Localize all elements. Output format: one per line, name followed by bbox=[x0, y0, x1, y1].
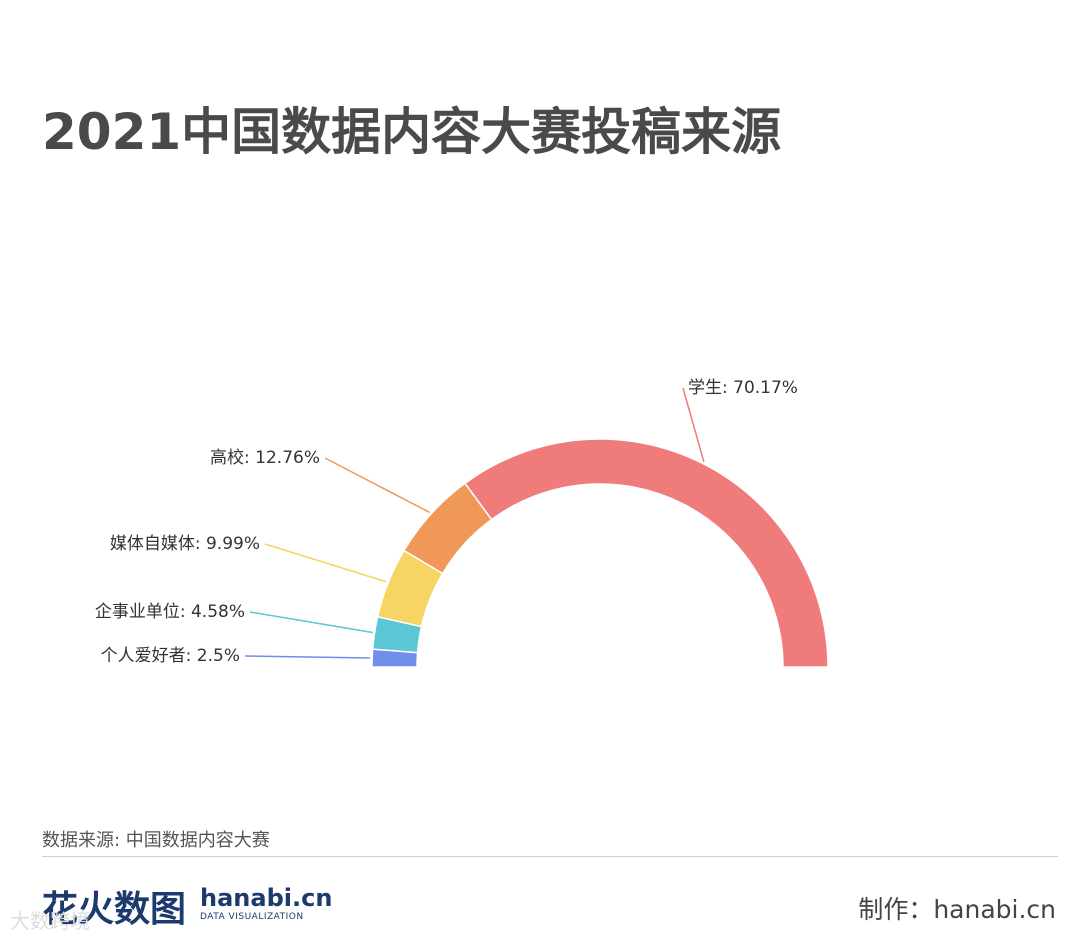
logo-english-text: hanabi.cn bbox=[200, 884, 333, 912]
leader-line-媒体自媒体 bbox=[264, 543, 387, 583]
maker-credit: 制作：hanabi.cn bbox=[858, 895, 1056, 924]
slice-label-企事业单位: 企事业单位: 4.58% bbox=[95, 602, 245, 622]
logo-chinese-text: 花火数图 bbox=[42, 889, 187, 930]
footer-divider bbox=[42, 856, 1058, 857]
leader-line-个人爱好者 bbox=[244, 655, 371, 659]
leader-line-学生 bbox=[682, 387, 705, 462]
leader-lines-group bbox=[244, 387, 705, 659]
leader-line-高校 bbox=[324, 457, 430, 514]
data-source: 数据来源: 中国数据内容大赛 bbox=[42, 830, 270, 851]
watermark-text: 大数跨境 bbox=[10, 909, 90, 933]
slices-group bbox=[371, 438, 829, 668]
slice-label-个人爱好者: 个人爱好者: 2.5% bbox=[101, 646, 240, 666]
slice-label-学生: 学生: 70.17% bbox=[688, 378, 798, 398]
leader-line-企事业单位 bbox=[249, 611, 373, 634]
slice-label-高校: 高校: 12.76% bbox=[210, 448, 320, 468]
slice-label-媒体自媒体: 媒体自媒体: 9.99% bbox=[110, 534, 260, 554]
chart-title: 2021中国数据内容大赛投稿来源 bbox=[42, 103, 782, 161]
logo-subtitle: DATA VISUALIZATION bbox=[200, 912, 304, 922]
labels-group: 个人爱好者: 2.5% 企事业单位: 4.58% 媒体自媒体: 9.99% 高校: 1… bbox=[95, 378, 798, 666]
slice-学生[interactable] bbox=[463, 438, 829, 668]
